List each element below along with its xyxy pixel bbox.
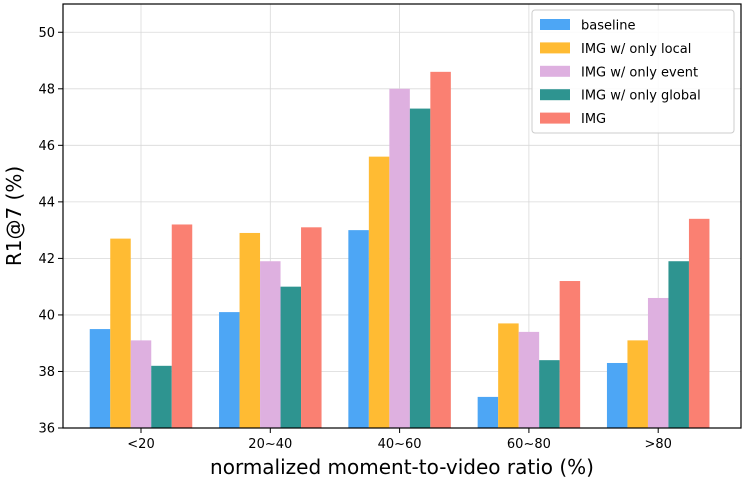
bar	[171, 224, 193, 428]
bar	[219, 312, 240, 428]
y-tick-label: 48	[38, 82, 55, 97]
legend-label: IMG w/ only event	[581, 65, 698, 80]
legend-label: IMG	[581, 112, 606, 127]
bar	[477, 396, 499, 428]
bar	[239, 232, 261, 428]
bar	[409, 108, 431, 428]
bar	[606, 362, 628, 428]
y-tick-label: 40	[38, 308, 55, 323]
bar	[110, 238, 131, 428]
y-tick-label: 38	[38, 365, 55, 380]
x-tick-label: 40~60	[378, 437, 422, 452]
bar	[430, 71, 451, 428]
ticks: 36 38 40 42 44 46 48 50 <20 20~40 40~60 60~80 >80	[38, 26, 671, 452]
legend-box	[531, 9, 735, 134]
bar	[301, 227, 322, 428]
bar	[518, 331, 540, 428]
bar	[647, 297, 669, 428]
bar	[368, 156, 390, 428]
legend-label: IMG w/ only global	[581, 89, 701, 104]
y-tick-label: 44	[38, 195, 55, 210]
legend-swatch	[540, 89, 570, 101]
plot-frame	[62, 3, 742, 429]
y-tick-label: 46	[38, 139, 55, 154]
bar	[130, 340, 152, 428]
bar	[348, 230, 369, 428]
x-tick-label: 20~40	[248, 437, 292, 452]
y-axis-label: R1@7 (%)	[2, 166, 26, 266]
bar	[389, 88, 410, 429]
x-axis-label: normalized moment-to-video ratio (%)	[210, 455, 594, 479]
bar	[559, 281, 581, 428]
bar	[668, 261, 689, 428]
y-tick-label: 50	[38, 26, 55, 41]
legend-swatch	[540, 65, 570, 77]
bar	[151, 365, 172, 428]
legend-swatch	[540, 19, 570, 30]
bars	[89, 71, 710, 429]
legend: baseline IMG w/ only local IMG w/ only eve…	[531, 9, 735, 134]
bar	[280, 286, 302, 428]
legend-label: IMG w/ only local	[581, 42, 691, 57]
bar	[89, 329, 111, 428]
bar	[260, 261, 281, 428]
x-tick-label: 60~80	[507, 437, 551, 452]
legend-label: baseline	[581, 19, 635, 34]
x-tick-label: >80	[644, 437, 671, 452]
bar	[688, 218, 710, 428]
legend-swatch	[540, 112, 570, 124]
y-tick-label: 36	[38, 422, 55, 437]
x-tick-label: <20	[127, 437, 154, 452]
y-tick-label: 42	[38, 252, 55, 267]
bar	[498, 323, 519, 428]
bar	[627, 340, 648, 428]
bar	[539, 360, 560, 428]
legend-swatch	[540, 42, 570, 54]
